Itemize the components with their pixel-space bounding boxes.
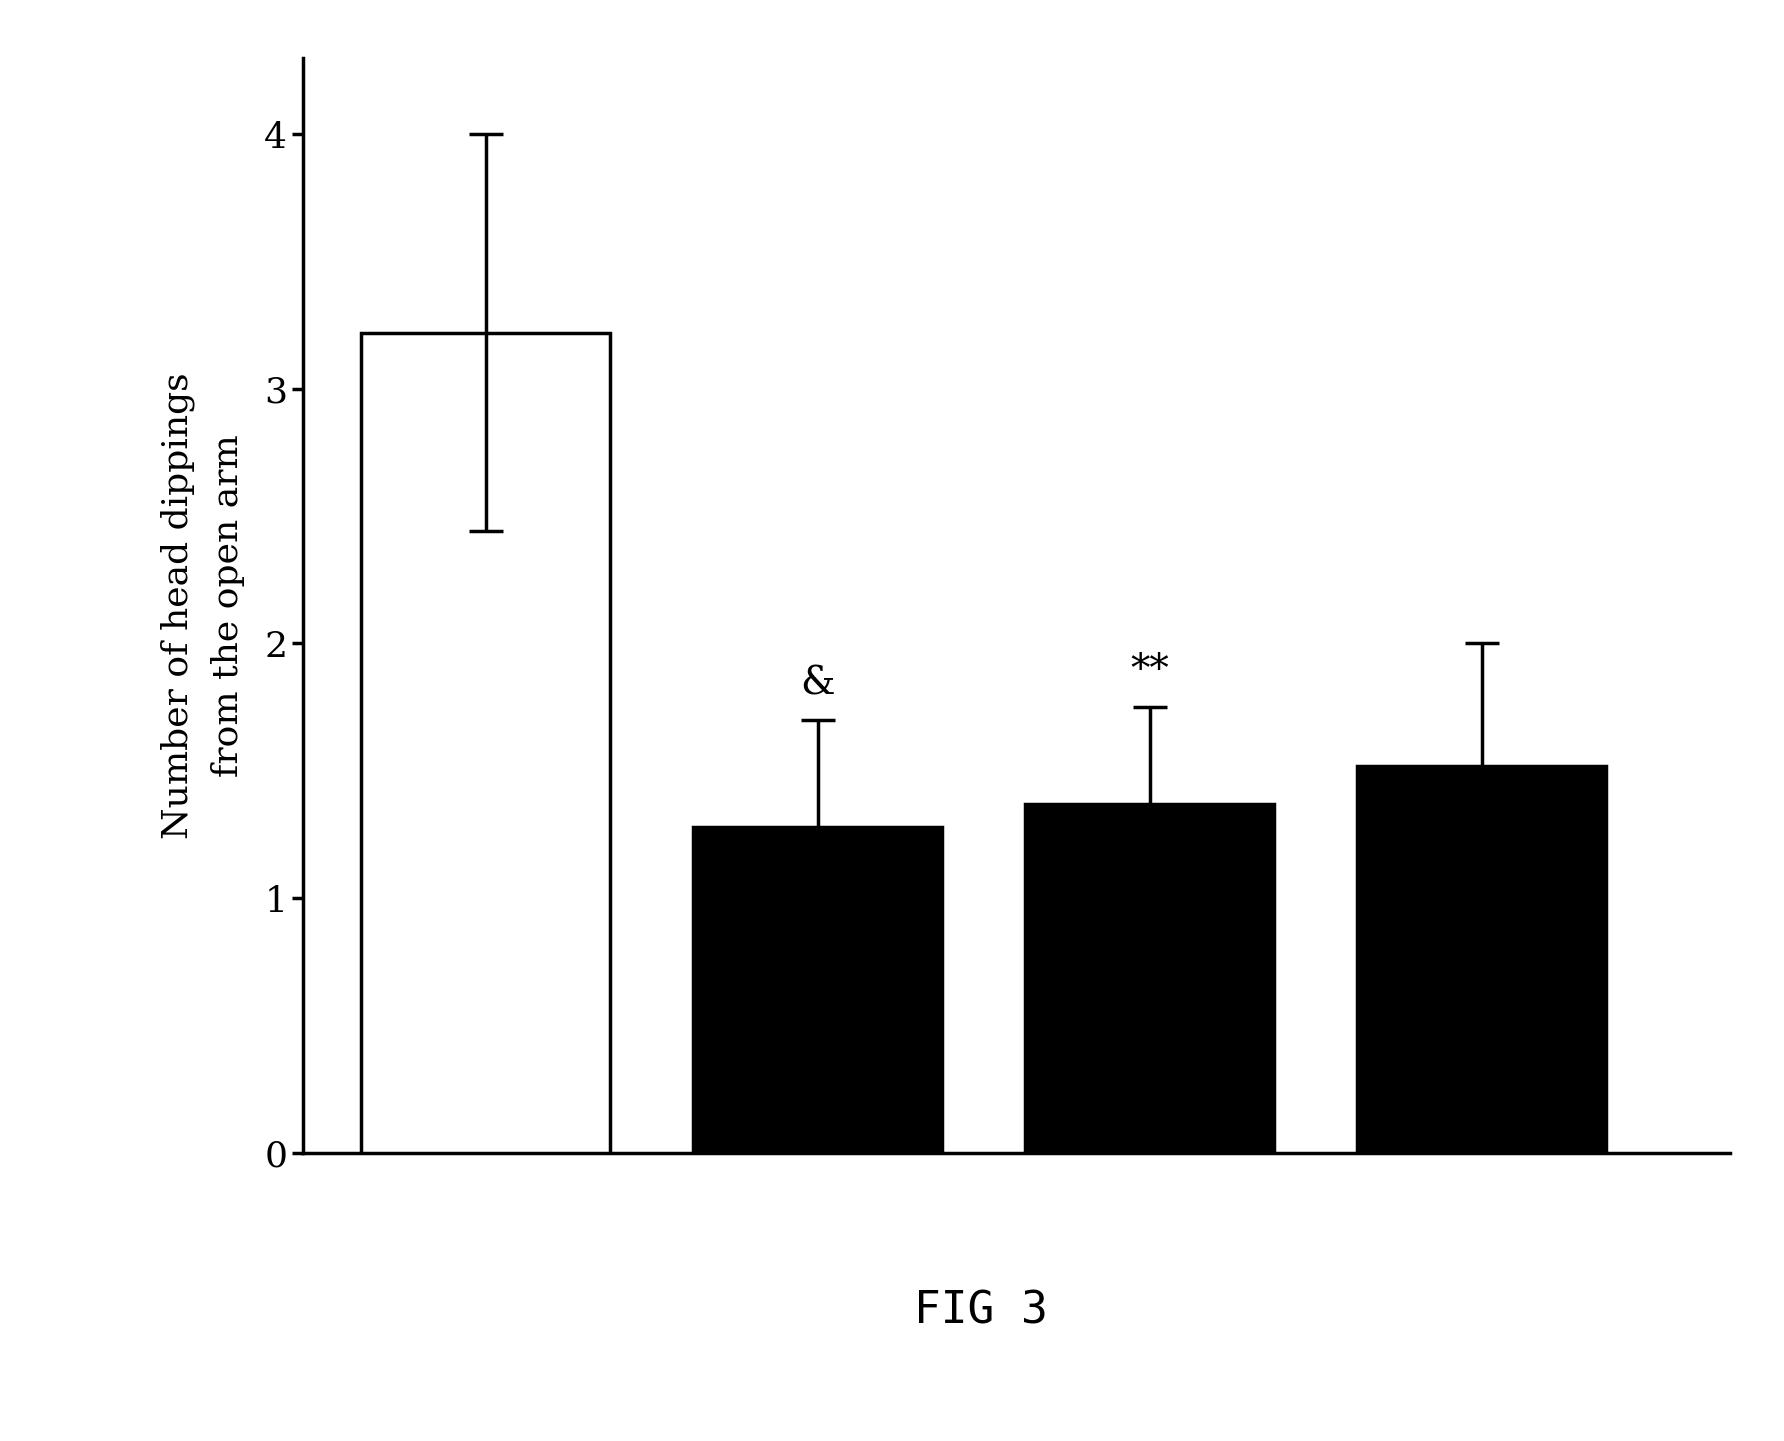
Y-axis label: Number of head dippings
from the open arm: Number of head dippings from the open ar… xyxy=(161,372,244,839)
Bar xyxy=(694,827,942,1153)
Text: FIG 3: FIG 3 xyxy=(915,1290,1047,1333)
Text: **: ** xyxy=(1131,653,1169,689)
Bar xyxy=(1026,804,1274,1153)
Bar xyxy=(1358,765,1606,1153)
Text: &: & xyxy=(801,664,835,702)
Bar xyxy=(362,333,610,1153)
